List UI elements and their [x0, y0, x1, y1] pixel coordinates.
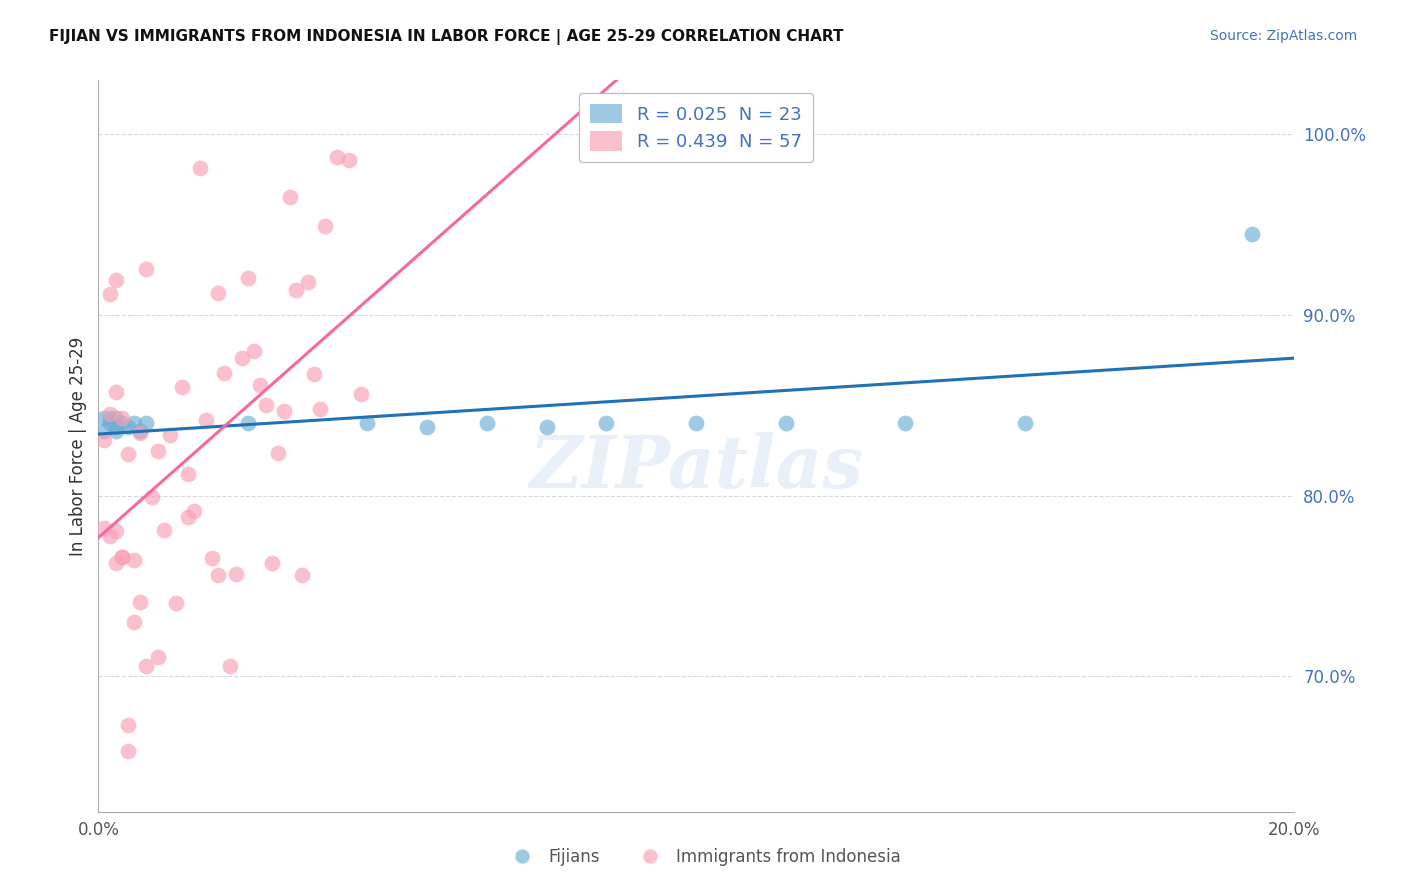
Point	[356, 417, 378, 431]
Point	[129, 424, 152, 438]
Point	[350, 386, 373, 401]
Point	[105, 385, 128, 400]
Point	[117, 744, 139, 758]
Point	[315, 219, 337, 233]
Point	[93, 424, 115, 438]
Point	[219, 659, 242, 673]
Point	[93, 434, 115, 448]
Point	[135, 659, 157, 673]
Point	[475, 417, 498, 431]
Point	[260, 556, 283, 570]
Point	[595, 417, 617, 431]
Point	[308, 402, 330, 417]
Point	[212, 366, 235, 380]
Point	[93, 521, 115, 535]
Point	[111, 549, 134, 564]
Point	[93, 411, 115, 425]
Point	[243, 344, 266, 359]
Legend: R = 0.025  N = 23, R = 0.439  N = 57: R = 0.025 N = 23, R = 0.439 N = 57	[579, 93, 813, 161]
Point	[1014, 417, 1036, 431]
Point	[326, 150, 349, 164]
Point	[225, 567, 247, 582]
Point	[195, 412, 218, 426]
Point	[98, 411, 122, 425]
Point	[536, 420, 558, 434]
Point	[284, 283, 307, 297]
Point	[117, 420, 139, 434]
Point	[254, 399, 277, 413]
Point	[105, 411, 128, 425]
Point	[135, 417, 157, 431]
Point	[183, 504, 205, 518]
Point	[172, 380, 194, 394]
Point	[111, 417, 134, 431]
Point	[98, 286, 122, 301]
Point	[111, 411, 134, 425]
Point	[416, 420, 439, 434]
Point	[148, 650, 170, 665]
Point	[207, 568, 229, 582]
Point	[894, 417, 917, 431]
Point	[188, 161, 211, 175]
Point	[267, 445, 290, 459]
Point	[302, 367, 325, 381]
Point	[273, 404, 295, 418]
Point	[124, 417, 146, 431]
Y-axis label: In Labor Force | Age 25-29: In Labor Force | Age 25-29	[69, 336, 87, 556]
Point	[297, 275, 319, 289]
Point	[1240, 227, 1263, 241]
Point	[105, 420, 128, 434]
Point	[775, 417, 797, 431]
Point	[231, 351, 253, 366]
Point	[339, 153, 361, 168]
Point	[124, 615, 146, 629]
Point	[117, 447, 139, 461]
Point	[201, 551, 224, 566]
Point	[129, 426, 152, 441]
Point	[236, 271, 259, 285]
Point	[207, 286, 229, 301]
Point	[129, 595, 152, 609]
Point	[105, 424, 128, 438]
Point	[135, 262, 157, 277]
Text: FIJIAN VS IMMIGRANTS FROM INDONESIA IN LABOR FORCE | AGE 25-29 CORRELATION CHART: FIJIAN VS IMMIGRANTS FROM INDONESIA IN L…	[49, 29, 844, 45]
Text: ZIPatlas: ZIPatlas	[529, 433, 863, 503]
Point	[105, 556, 128, 570]
Point	[148, 444, 170, 458]
Point	[177, 509, 200, 524]
Point	[124, 552, 146, 566]
Point	[153, 524, 176, 538]
Point	[98, 529, 122, 543]
Point	[117, 718, 139, 732]
Point	[159, 427, 181, 442]
Point	[105, 524, 128, 538]
Point	[177, 467, 200, 481]
Point	[165, 596, 187, 610]
Point	[236, 417, 259, 431]
Point	[291, 568, 314, 582]
Point	[98, 407, 122, 421]
Point	[249, 378, 271, 392]
Text: Source: ZipAtlas.com: Source: ZipAtlas.com	[1209, 29, 1357, 43]
Legend: Fijians, Immigrants from Indonesia: Fijians, Immigrants from Indonesia	[498, 842, 908, 873]
Point	[141, 490, 163, 504]
Point	[278, 189, 301, 203]
Point	[111, 550, 134, 565]
Point	[105, 273, 128, 287]
Point	[685, 417, 707, 431]
Point	[98, 417, 122, 431]
